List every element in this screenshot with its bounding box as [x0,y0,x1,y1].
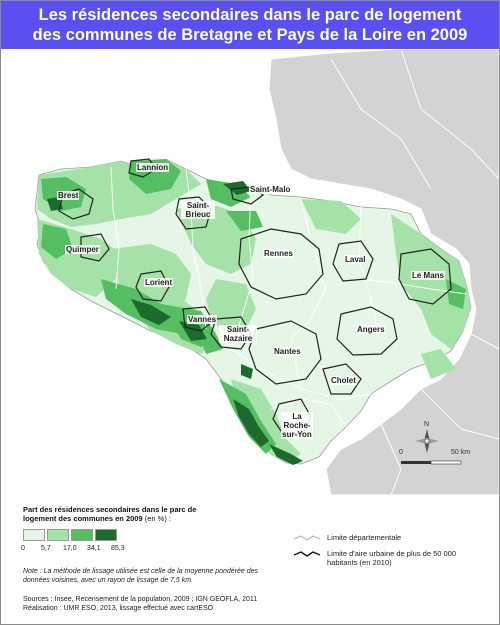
map-title-line-2: des communes de Bretagne et Pays de la L… [32,26,468,44]
city-label-vannes: Vannes [187,315,218,324]
city-label-nantes: Nantes [273,347,302,356]
city-label-saint-nazaire: Saint-Nazaire [219,325,257,343]
legend-swatch-class-4 [95,529,117,541]
legend-note: Note : La méthode de lissage utilisée es… [23,568,259,584]
map-svg [34,49,499,495]
city-label-angers: Angers [356,325,386,334]
legend-break-2: 17,0 [63,545,77,552]
map-canvas: N 0 50 km Lannion Brest Saint-Malo Saint… [1,49,499,495]
legend-line-department-label: Limite départementale [327,533,402,542]
legend-break-1: 5,7 [41,545,51,552]
legend-swatch-class-3 [71,529,93,541]
city-label-lannion: Lannion [136,163,170,172]
legend-break-3: 34,1 [87,545,101,552]
city-label-saint-malo: Saint-Malo [249,185,292,194]
map-title-line-1: Les résidences secondaires dans le parc … [38,6,462,24]
class4-areas [47,181,303,465]
city-label-laval: Laval [344,255,367,264]
city-label-quimper: Quimper [65,245,100,254]
sources-text: Sources : Insee, Recensement de la popul… [23,596,258,603]
map-title: Les résidences secondaires dans le parc … [1,1,499,49]
urban-boundary-line-icon [293,551,321,557]
scale-end: 50 km [451,449,471,456]
north-arrow-icon [415,429,439,453]
city-label-le-mans: Le Mans [411,271,446,280]
legend-swatch-class-1 [23,529,45,541]
city-label-lorient: Lorient [144,278,174,287]
legend-sources: Sources : Insee, Recensement de la popul… [23,595,283,613]
legend-break-4: 85,3 [111,545,125,552]
legend-swatch-class-2 [47,529,69,541]
legend-panel: Part des résidences secondaires dans le … [1,495,499,624]
city-label-cholet: Cholet [330,376,357,385]
legend-line-urban-label: Limite d'aire urbaine de plus de 50 000 … [327,549,457,567]
city-label-la-roche-sur-yon: La Roche-sur-Yon [281,412,313,439]
neighbour-regions [268,49,499,495]
scale-zero: 0 [399,449,403,456]
legend-title-text: Part des résidences secondaires dans le … [23,505,197,523]
department-line-icon [293,535,321,541]
city-label-brest: Brest [57,191,80,200]
scale-bar [401,460,462,465]
north-label: N [424,421,430,428]
legend-break-0: 0 [21,545,25,552]
city-label-rennes: Rennes [263,249,294,258]
legend-title: Part des résidences secondaires dans le … [23,505,213,523]
legend-title-unit: (en %) : [144,514,171,523]
realisation-text: Réalisation : UMR ESO, 2013, lissage eff… [23,605,214,612]
city-label-saint-brieuc: Saint-Brieuc [181,201,215,219]
